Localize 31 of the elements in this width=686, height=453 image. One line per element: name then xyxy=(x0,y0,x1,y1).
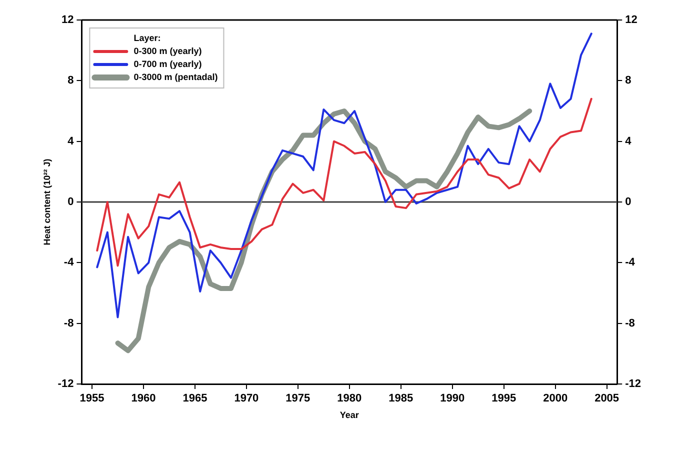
y2-tick-label: 4 xyxy=(625,135,632,148)
y-tick-label: 12 xyxy=(61,14,74,26)
y2-tick-label: 8 xyxy=(625,74,632,87)
legend-label: 0-700 m (yearly) xyxy=(134,58,202,69)
x-tick-label: 1975 xyxy=(286,392,310,405)
x-tick-label: 1970 xyxy=(234,392,259,405)
x-tick-label: 1990 xyxy=(440,392,465,405)
y-tick-label: -8 xyxy=(64,317,74,330)
x-tick-label: 1955 xyxy=(80,392,104,405)
y2-tick-label: -8 xyxy=(625,317,635,330)
y-tick-label: 4 xyxy=(68,135,75,148)
y2-tick-label: -4 xyxy=(625,256,636,269)
x-tick-label: 1965 xyxy=(182,392,208,405)
legend-title: Layer: xyxy=(134,32,161,43)
y2-tick-label: -12 xyxy=(625,378,642,390)
x-tick-label: 2000 xyxy=(543,392,568,405)
legend-label: 0-300 m (yearly) xyxy=(134,46,202,56)
y2-tick-label: 12 xyxy=(625,14,638,26)
legend-label: 0-3000 m (pentadal) xyxy=(134,72,218,82)
y-tick-label: -4 xyxy=(64,256,75,269)
x-axis-title: Year xyxy=(340,410,360,420)
y-tick-label: -12 xyxy=(58,378,74,390)
x-tick-label: 2005 xyxy=(594,392,620,405)
y2-tick-label: 0 xyxy=(625,196,632,208)
x-tick-label: 1985 xyxy=(388,392,414,405)
x-tick-label: 1960 xyxy=(131,392,156,405)
y-axis-title: Heat content (10²² J) xyxy=(42,158,52,246)
x-tick-label: 1980 xyxy=(337,392,362,405)
y-tick-label: 0 xyxy=(68,196,74,208)
y-tick-label: 8 xyxy=(68,74,74,87)
x-tick-label: 1995 xyxy=(492,392,516,405)
